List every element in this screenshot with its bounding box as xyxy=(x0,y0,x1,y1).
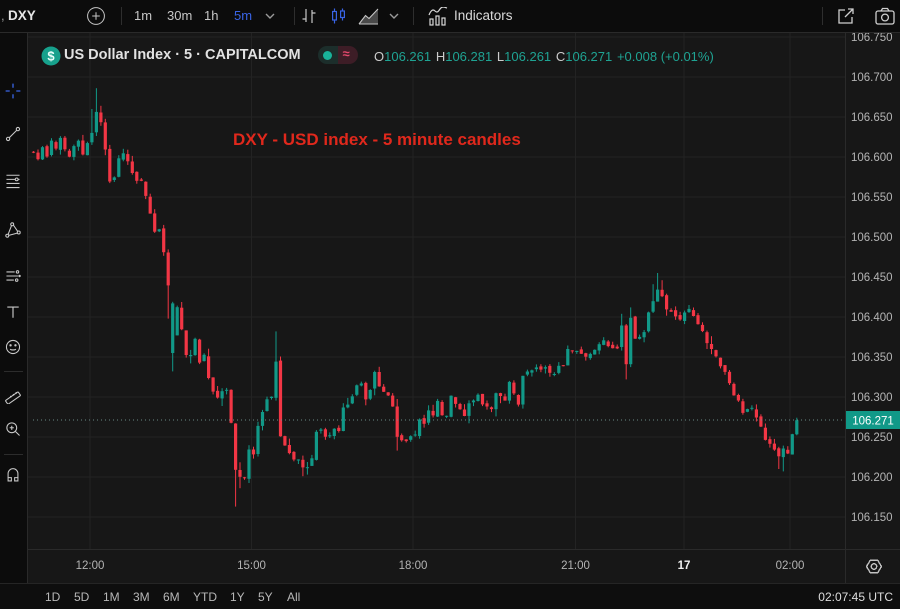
svg-text:106.271: 106.271 xyxy=(852,416,894,428)
svg-text:12:00: 12:00 xyxy=(76,560,105,572)
svg-text:106.300: 106.300 xyxy=(851,392,893,404)
svg-text:21:00: 21:00 xyxy=(561,560,590,572)
svg-text:DXY - USD index - 5 minute can: DXY - USD index - 5 minute candles xyxy=(233,130,521,149)
svg-text:18:00: 18:00 xyxy=(399,560,428,572)
svg-text:106.400: 106.400 xyxy=(851,312,893,324)
svg-text:106.650: 106.650 xyxy=(851,112,893,124)
svg-text:106.350: 106.350 xyxy=(851,352,893,364)
svg-text:106.200: 106.200 xyxy=(851,472,893,484)
svg-text:106.450: 106.450 xyxy=(851,272,893,284)
svg-text:106.700: 106.700 xyxy=(851,72,893,84)
svg-text:106.550: 106.550 xyxy=(851,192,893,204)
svg-text:17: 17 xyxy=(678,560,691,572)
svg-text:02:00: 02:00 xyxy=(776,560,805,572)
svg-text:106.600: 106.600 xyxy=(851,152,893,164)
svg-text:106.250: 106.250 xyxy=(851,432,893,444)
svg-text:$: $ xyxy=(47,49,55,64)
svg-text:106.750: 106.750 xyxy=(851,32,893,44)
svg-text:106.150: 106.150 xyxy=(851,512,893,524)
svg-text:15:00: 15:00 xyxy=(237,560,266,572)
svg-text:106.500: 106.500 xyxy=(851,232,893,244)
